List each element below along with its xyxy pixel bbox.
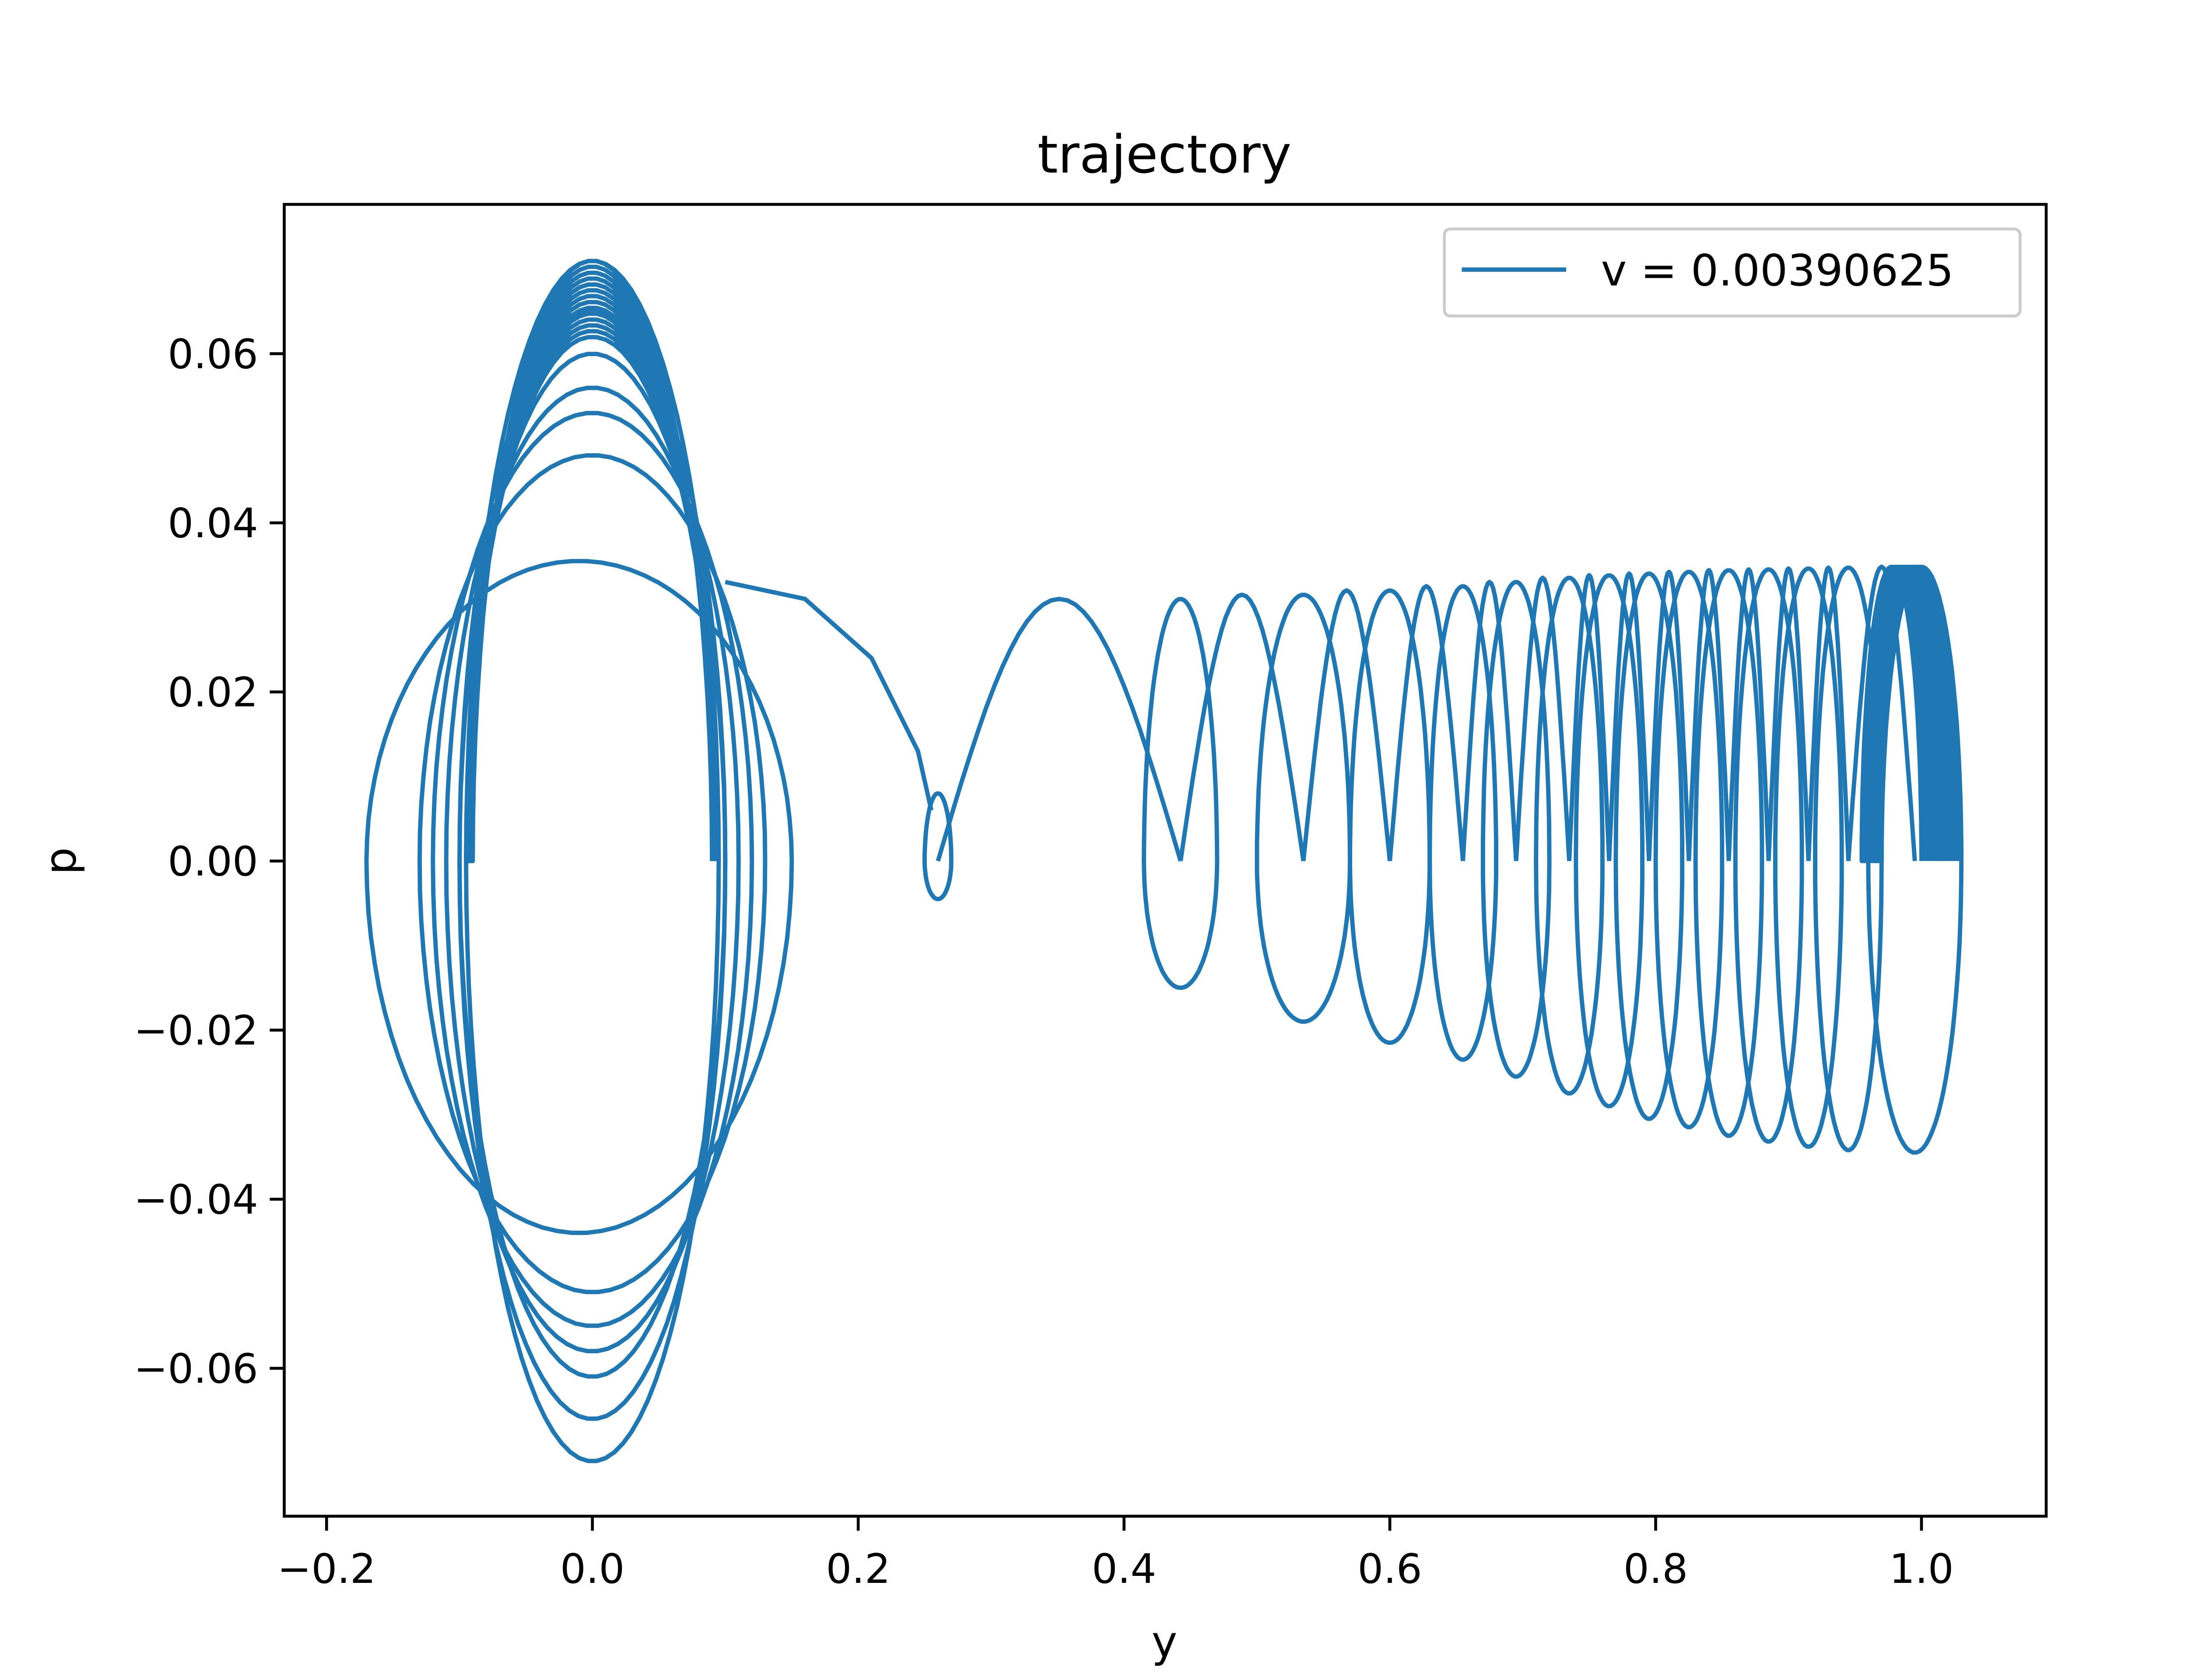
- series-loop-spiral: [1534, 576, 1605, 1096]
- series-spiral-connector: [1388, 584, 1466, 861]
- series-loop-spiral: [1142, 597, 1220, 990]
- series-loop-spiral: [1773, 566, 1844, 1149]
- series-loop-spiral: [1653, 570, 1725, 1130]
- series-spiral-connector: [1514, 575, 1571, 861]
- y-tick-label: −0.02: [134, 1007, 258, 1054]
- x-tick-label: 0.4: [1092, 1545, 1157, 1592]
- series-loop-central-dense: [470, 259, 715, 864]
- series-loop-spiral-dense: [1879, 564, 1964, 864]
- series-loop-spiral: [1613, 571, 1685, 1121]
- series-group: [364, 259, 1964, 1463]
- y-tick-label: 0.06: [168, 331, 258, 378]
- x-axis-ticks: −0.2 0.0 0.2 0.4 0.6 0.8 1.0: [277, 1516, 1954, 1592]
- series-spiral-connector: [1766, 566, 1811, 861]
- series-spiral-connector: [1178, 592, 1306, 861]
- x-tick-label: 0.0: [560, 1545, 625, 1592]
- series-loop-central: [444, 385, 741, 1354]
- series-loop-spiral: [1574, 573, 1645, 1109]
- series-loop-spiral: [922, 791, 954, 901]
- series-loop-spiral: [1347, 588, 1432, 1045]
- y-tick-label: −0.06: [134, 1345, 258, 1393]
- series-spiral-connector: [1301, 588, 1392, 861]
- series-spiral-connector: [1846, 564, 1917, 861]
- x-tick-label: −0.2: [277, 1545, 376, 1592]
- series-loop-spiral: [1813, 565, 1884, 1152]
- series-loop-central: [431, 411, 754, 1328]
- legend: v = 0.00390625: [1443, 228, 2022, 318]
- x-axis-label: y: [1152, 1617, 1178, 1667]
- series-spiral-connector: [1687, 568, 1731, 861]
- x-tick-label: 1.0: [1889, 1545, 1954, 1592]
- y-tick-label: −0.04: [134, 1176, 258, 1223]
- y-tick-label: 0.02: [168, 669, 258, 716]
- series-spiral-connector: [1806, 565, 1851, 861]
- x-tick-label: 0.8: [1623, 1545, 1688, 1592]
- series-spiral-connector: [1567, 573, 1612, 861]
- series-spiral-connector: [936, 597, 1183, 862]
- series-loop-spiral: [1733, 567, 1804, 1144]
- y-tick-label: 0.00: [168, 838, 258, 885]
- series-loop-spiral: [1255, 592, 1352, 1024]
- legend-entry-label: v = 0.00390625: [1601, 246, 1954, 296]
- series-transition-arc: [725, 580, 934, 811]
- series-spiral-connector: [1461, 580, 1518, 861]
- chart-title: trajectory: [1038, 124, 1291, 185]
- series-spiral-connector: [1607, 571, 1652, 861]
- x-tick-label: 0.6: [1357, 1545, 1422, 1592]
- series-loop-central: [417, 453, 768, 1295]
- series-loop-spiral: [1693, 568, 1764, 1138]
- y-axis-ticks: −0.06 −0.04 −0.02 0.00 0.02 0.04 0.06: [134, 331, 284, 1393]
- series-spiral-connector: [1726, 567, 1771, 861]
- y-axis-label: p: [35, 847, 86, 875]
- legend-box: [1443, 228, 2022, 318]
- series-loop-central: [364, 559, 794, 1235]
- x-tick-label: 0.2: [826, 1545, 891, 1592]
- series-spiral-connector: [1647, 570, 1691, 861]
- y-tick-label: 0.04: [168, 500, 258, 547]
